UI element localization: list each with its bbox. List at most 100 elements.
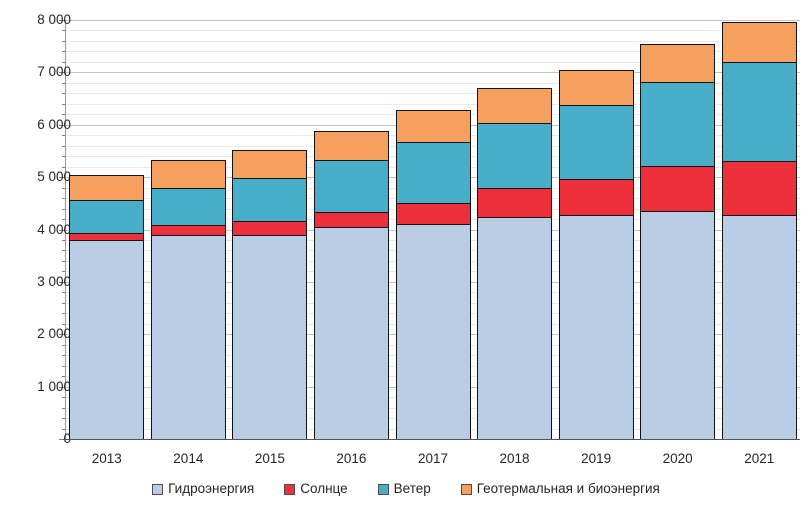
bar-segment-2015-Солнце: [232, 221, 308, 235]
y-axis-tick: [62, 145, 65, 147]
y-axis-tick: [62, 219, 65, 221]
x-axis-label-2018: 2018: [499, 451, 530, 466]
bar-segment-2013-Гидроэнергия: [69, 239, 145, 439]
y-axis-tick: [62, 208, 65, 210]
y-axis-tick: [62, 40, 65, 42]
bar-segment-2019-Солнце: [558, 179, 634, 216]
y-axis-tick: [62, 376, 65, 378]
bar-segment-2021-Солнце: [721, 160, 797, 215]
y-axis-tick-label: 1 000: [37, 378, 71, 394]
y-axis-tick: [62, 114, 65, 116]
y-axis-tick: [62, 250, 65, 252]
gridline-major: [66, 20, 800, 21]
y-axis-tick: [62, 93, 65, 95]
y-axis-tick: [62, 30, 65, 32]
y-axis-tick: [62, 292, 65, 294]
y-axis-tick: [59, 229, 65, 231]
bar-segment-2014-Солнце: [150, 224, 226, 236]
y-axis-tick-label: 4 000: [37, 221, 71, 237]
y-axis-tick: [62, 397, 65, 399]
y-axis-tick: [59, 72, 65, 74]
gridline-major: [66, 72, 800, 74]
y-axis-tick: [62, 82, 65, 84]
legend-label: Ветер: [393, 481, 431, 496]
bar-segment-2018-Геотермальная и биоэнергия: [477, 88, 553, 123]
bar-segment-2013-Солнце: [69, 232, 145, 240]
y-axis-tick: [62, 344, 65, 346]
bar-segment-2020-Ветер: [640, 82, 716, 167]
legend-label: Геотермальная и биоэнергия: [476, 481, 660, 496]
y-axis-tick: [62, 260, 65, 262]
y-axis-tick: [59, 386, 65, 388]
gridline-minor: [66, 93, 800, 95]
x-axis-label-2013: 2013: [91, 451, 122, 466]
bar-segment-2021-Геотермальная и биоэнергия: [721, 22, 797, 63]
bar-segment-2016-Гидроэнергия: [313, 226, 389, 439]
x-axis-label-2015: 2015: [254, 451, 285, 466]
legend-label: Гидроэнергия: [168, 481, 255, 496]
y-axis-tick: [62, 323, 65, 325]
bar-segment-2016-Солнце: [313, 211, 389, 227]
gridline-minor: [66, 103, 800, 105]
legend: Гидроэнергия Солнце Ветер Геотермальная и б…: [0, 482, 812, 496]
bar-segment-2014-Геотермальная и биоэнергия: [150, 160, 226, 188]
y-axis-tick: [59, 20, 65, 21]
x-axis-label-2019: 2019: [581, 451, 612, 466]
y-axis-tick-label: 0: [11, 432, 71, 446]
legend-item-Гидроэнергия: Гидроэнергия: [152, 482, 254, 496]
gridline-minor: [66, 51, 800, 53]
bar-segment-2013-Ветер: [69, 199, 145, 233]
bar-segment-2014-Ветер: [150, 187, 226, 225]
y-axis-tick-label: 7 000: [37, 64, 71, 80]
y-axis-tick-label: 5 000: [37, 169, 71, 185]
x-axis-label-2016: 2016: [336, 451, 367, 466]
y-axis-tick: [62, 166, 65, 168]
legend-item-Солнце: Солнце: [284, 481, 348, 496]
bar-segment-2015-Гидроэнергия: [232, 234, 308, 439]
y-axis-tick: [62, 239, 65, 241]
bar-segment-2018-Ветер: [477, 122, 553, 189]
x-axis-label-2021: 2021: [744, 451, 775, 466]
y-axis-tick-label: 6 000: [37, 116, 71, 132]
legend-swatch: [152, 483, 164, 495]
y-axis-line: [65, 20, 66, 439]
bar-segment-2019-Ветер: [558, 104, 634, 180]
y-axis-tick: [62, 187, 65, 189]
gridline-minor: [66, 30, 800, 32]
y-axis-tick: [59, 439, 65, 440]
gridline-minor: [66, 40, 800, 42]
x-axis-label-2017: 2017: [417, 451, 449, 466]
plot-area: [59, 20, 800, 440]
y-axis-tick: [62, 365, 65, 367]
legend-label: Солнце: [300, 481, 348, 496]
y-axis-tick: [62, 313, 65, 315]
y-axis-tick: [62, 103, 65, 105]
bar-segment-2020-Гидроэнергия: [640, 211, 716, 439]
x-axis-label-2014: 2014: [173, 451, 204, 466]
bar-segment-2015-Геотермальная и биоэнергия: [232, 149, 308, 178]
x-axis-line: [63, 438, 800, 440]
y-axis-tick: [62, 156, 65, 158]
bar-segment-2020-Солнце: [640, 166, 716, 212]
y-axis-tick: [62, 61, 65, 63]
bar-segment-2018-Солнце: [477, 188, 553, 218]
x-axis-label-2020: 2020: [662, 451, 693, 466]
y-axis-tick: [62, 355, 65, 357]
y-axis-tick: [62, 302, 65, 304]
legend-item-Геотермальная и биоэнергия: Геотермальная и биоэнергия: [460, 481, 660, 496]
bar-segment-2019-Геотермальная и биоэнергия: [558, 69, 634, 105]
legend-swatch: [460, 483, 472, 495]
y-axis-tick: [62, 271, 65, 273]
y-axis-tick: [59, 281, 65, 283]
y-axis-tick-label: 8 000: [37, 12, 71, 27]
bar-segment-2017-Гидроэнергия: [395, 224, 471, 439]
bar-segment-2016-Геотермальная и биоэнергия: [313, 131, 389, 161]
bar-segment-2020-Геотермальная и биоэнергия: [640, 44, 716, 83]
bar-segment-2014-Гидроэнергия: [150, 235, 226, 439]
bar-segment-2017-Солнце: [395, 202, 471, 225]
y-axis-tick: [62, 51, 65, 53]
y-axis-tick: [59, 334, 65, 336]
bar-segment-2019-Гидроэнергия: [558, 215, 634, 439]
bar-segment-2017-Ветер: [395, 141, 471, 203]
